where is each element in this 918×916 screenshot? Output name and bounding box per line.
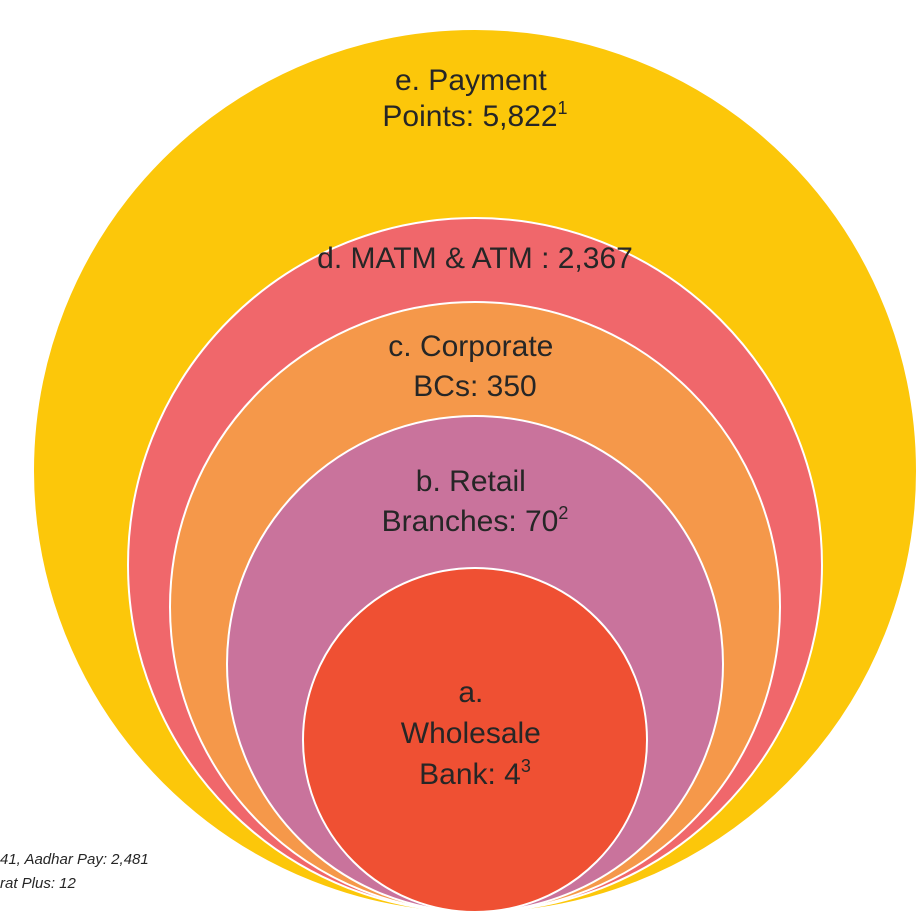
footnote: rat Plus: 12 xyxy=(0,875,77,892)
ring-a xyxy=(302,567,648,913)
label-line: Branches: 70 xyxy=(382,505,559,538)
label-line: BCs: 350 xyxy=(413,370,536,403)
label-line: Points: 5,822 xyxy=(382,100,557,133)
label-line: Wholesale xyxy=(401,717,541,750)
label-a: a. Wholesale Bank: 43 xyxy=(401,676,549,791)
label-line: a. xyxy=(458,676,483,709)
footnote-ref: 3 xyxy=(521,756,531,776)
footnote-ref: 2 xyxy=(558,503,568,523)
label-line: c. Corporate xyxy=(388,330,553,363)
label-line: e. Payment xyxy=(395,64,547,97)
footnote-ref: 1 xyxy=(558,98,568,118)
label-b: b. Retail Branches: 702 xyxy=(382,465,569,538)
label-c: c. Corporate BCs: 350 xyxy=(388,330,561,403)
label-line: b. Retail xyxy=(416,465,526,498)
footnote: 41, Aadhar Pay: 2,481 xyxy=(0,851,149,868)
label-line: Bank: 4 xyxy=(419,758,521,791)
label-e: e. Payment Points: 5,8221 xyxy=(382,64,567,133)
label-d: d. MATM & ATM : 2,367 xyxy=(317,242,633,275)
